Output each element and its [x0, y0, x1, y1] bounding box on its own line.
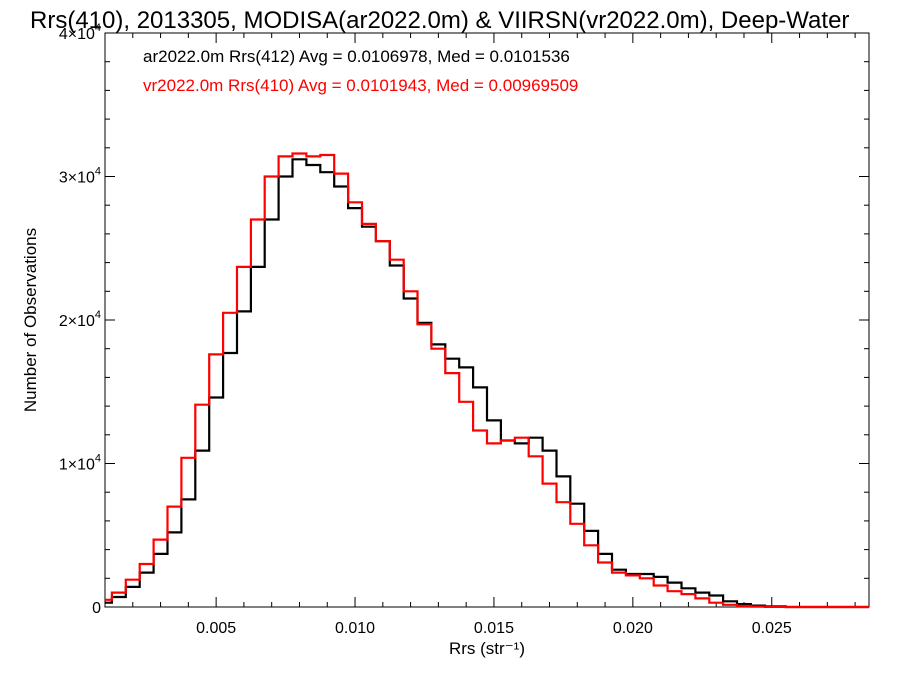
series-vr2022-line: [105, 152, 869, 609]
x-tick-label: 0.020: [613, 620, 653, 637]
annotation-ar2022-stats: ar2022.0m Rrs(412) Avg = 0.0106978, Med …: [143, 47, 570, 66]
annotation-vr2022-stats: vr2022.0m Rrs(410) Avg = 0.0101943, Med …: [143, 76, 578, 95]
x-tick-label: 0.015: [474, 620, 514, 637]
axis-ticks: 0.005 0.010 0.015 0.020 0.025 0 1×104 2×104 3×10…: [59, 22, 869, 637]
x-tick-label: 0.005: [196, 620, 236, 637]
y-tick-label: 3×104: [59, 166, 101, 187]
x-axis-label: Rrs (str⁻¹): [449, 639, 525, 658]
plot-frame: [104, 32, 870, 608]
y-tick-label: 2×104: [59, 309, 101, 330]
chart-title: Rrs(410), 2013305, MODISA(ar2022.0m) & V…: [30, 7, 849, 34]
y-tick-label: 4×104: [59, 22, 101, 43]
series-ar2022-line: [105, 158, 869, 609]
x-tick-label: 0.025: [752, 620, 792, 637]
x-tick-label: 0.010: [335, 620, 375, 637]
y-tick-label: 0: [92, 600, 101, 617]
y-tick-label: 1×104: [59, 453, 101, 474]
series-layer: [105, 152, 869, 609]
y-axis-label: Number of Observations: [21, 228, 40, 412]
